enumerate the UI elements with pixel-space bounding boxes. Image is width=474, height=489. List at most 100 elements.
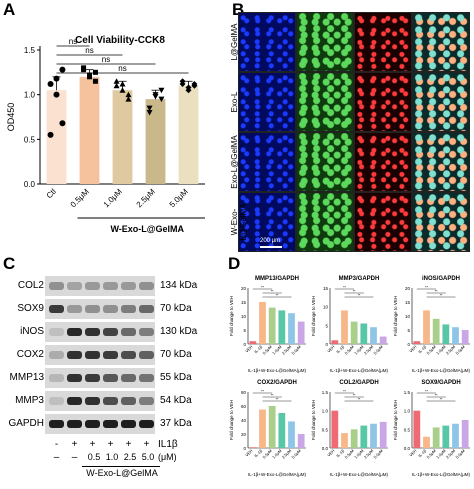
y-tick-label: 40 [241,418,247,423]
y-axis-label: Fold change to VEH [229,400,234,440]
bar [288,421,295,448]
micrograph-cell [354,12,412,72]
y-tick-label: 10 [405,314,411,319]
x-tick-label: 5.0μM [454,344,465,355]
bar [112,90,133,184]
data-point [125,91,132,98]
significance-label: ** [343,286,346,290]
x-axis-label: IL-1β+W-Exo-L@GelMA(μM) [248,472,307,477]
blot-protein-label: SOX9 [17,303,44,314]
blot-protein-label: MMP3 [15,395,44,406]
data-point [119,80,126,87]
x-tick-label: 5.0μM [372,344,383,355]
blot-band [121,282,136,290]
y-tick-label: 5 [243,328,246,333]
data-point [81,67,87,73]
bar [249,341,257,344]
x-tick-label: 0.5μM [69,187,91,209]
x-tick-label: 2.5μM [445,448,456,459]
bar [79,76,100,184]
x-axis-label: IL-1β+W-Exo-L@GelMA(μM) [412,368,471,373]
micrograph-cell [354,72,412,132]
y-tick-label: 0 [325,342,328,347]
x-tick-label: 0.5μM [343,344,354,355]
y-tick-label: 1.5 [24,46,36,55]
x-tick-label: IL-1β [253,344,264,355]
bar [350,321,358,344]
x-axis-label: IL-1β+W-Exo-L@GelMA(μM) [248,368,307,373]
col-header-dapi: DAPI [256,0,276,9]
significance-label: ** [343,390,346,394]
y-tick-label: 80 [241,390,247,395]
il1b-sign: + [125,439,132,450]
data-point [158,96,165,103]
concentration-label: 2.5 [123,452,137,462]
micrograph-cell [412,12,470,72]
blot-strip [45,345,155,365]
blot-band [103,351,118,359]
bar [278,413,286,448]
x-tick-label: 5.0μM [454,448,465,459]
micrograph-cell [296,72,354,132]
x-tick-label: IL-1β [253,448,264,459]
scale-bar-label: 200 μm [260,238,281,244]
micrograph-cell [296,192,354,252]
bar [259,409,266,448]
blot-kda-label: 37 kDa [160,418,192,429]
blot-band [121,397,136,405]
micrograph-cell [238,12,296,72]
y-tick-label: 5 [407,328,410,333]
western-blot-panel: COL2 134 kDa SOX9 70 kDa iNOS 130 kDa COX2 70 k… [0,272,225,489]
blot-band [67,374,82,382]
blot-band [85,282,100,290]
blot-strip [45,322,155,342]
concentration-label: 1.0 [105,452,119,462]
significance-label: ** [261,286,264,290]
row-label: W-Exo-L@GelMA [230,203,248,241]
y-tick-label: 0.0 [322,446,329,451]
y-tick-label: 0.0 [404,446,411,451]
y-tick-label: 0.5 [322,427,329,432]
quant-chart: COL2/GAPDH 0.0 0.5 1.0 1.5 Fold change to VEH… [311,380,389,477]
y-tick-label: 10 [241,314,247,319]
significance-label: ** [358,398,361,402]
x-tick-label: VEH [244,448,253,457]
bar [442,425,450,448]
micrograph-cell [238,192,296,252]
blot-kda-label: 130 kDa [160,326,198,337]
y-tick-label: 20 [241,286,247,291]
data-point [125,96,132,102]
significance-label: ** [353,394,356,398]
bar [297,434,305,448]
x-tick-label: VEH [244,344,253,353]
y-tick-label: 0 [407,342,410,347]
significance-label: ** [435,394,438,398]
bar [350,429,358,448]
significance-label: ** [276,294,279,298]
quant-chart: COX2/GAPDH 0 20 40 60 80 Fold change to VEH VEH… [229,380,307,477]
blot-band [139,328,154,336]
y-tick-label: 0.0 [24,180,36,189]
y-tick-label: 1.5 [404,390,411,395]
blot-kda-label: 134 kDa [160,280,198,291]
x-tick-label: 2.5μM [281,344,292,355]
bar [341,433,348,448]
chart-title: MMP3/GAPDH [339,276,380,282]
row-label: Exo-L@GelMA [230,135,239,189]
x-tick-label: 2.5μM [135,187,157,209]
blot-band [67,282,82,290]
x-axis-label: IL-1β+W-Exo-L@GelMA(μM) [330,472,389,477]
group-label: W-Exo-L@GelMA [86,468,158,478]
x-tick-label: 2.5μM [281,448,292,459]
x-tick-label: 1.0μM [435,344,446,355]
blot-band [121,420,136,428]
blot-band [103,374,118,382]
blot-band [85,420,100,428]
blot-band [103,282,118,290]
il1b-sign: + [107,439,114,450]
quant-chart: MMP13/GAPDH 0 5 10 15 20 Fold change to VEH VEH… [229,276,307,373]
y-axis-label: Fold change to VEH [229,296,234,336]
data-point [119,87,126,93]
bar [379,336,387,344]
